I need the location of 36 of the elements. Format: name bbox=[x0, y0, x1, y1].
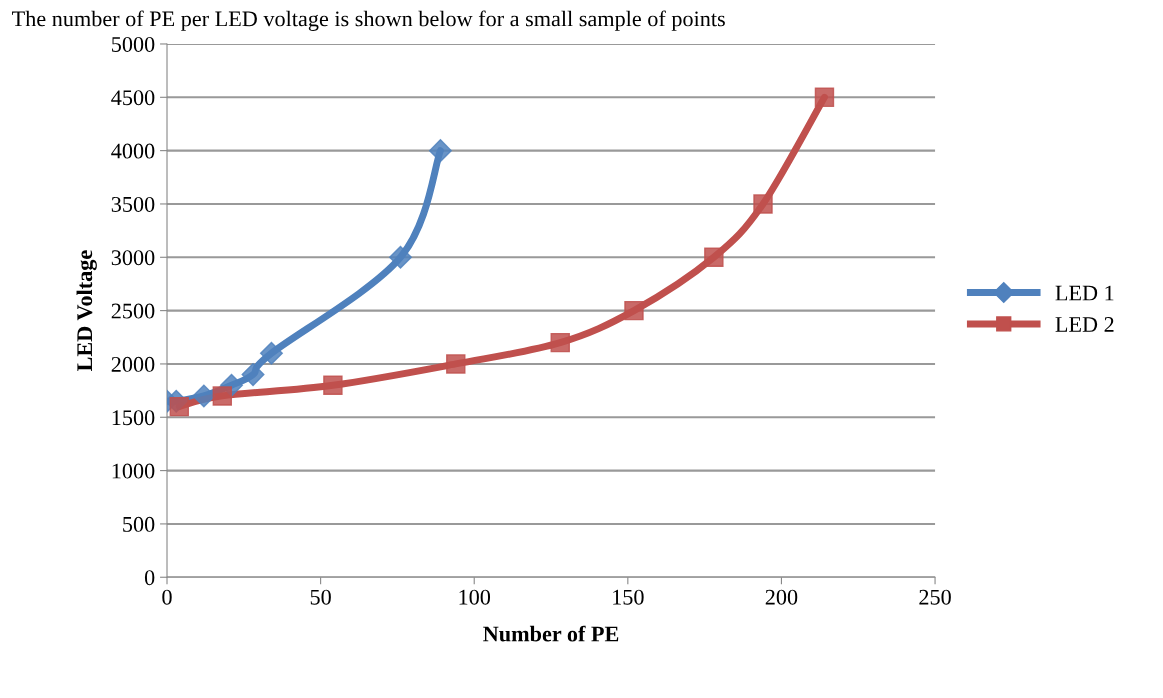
x-axis-title: Number of PE bbox=[483, 625, 619, 642]
y-tick-label: 0 bbox=[144, 570, 155, 586]
y-tick-label: 5000 bbox=[112, 36, 155, 52]
y-tick-label: 1000 bbox=[112, 463, 155, 479]
y-tick-label: 2000 bbox=[111, 356, 155, 372]
x-tick-label: 250 bbox=[919, 589, 951, 605]
y-tick-label: 3500 bbox=[111, 196, 155, 212]
point bbox=[192, 384, 216, 408]
x-tick-label: 150 bbox=[613, 589, 644, 605]
point bbox=[550, 332, 570, 353]
legend-label: LED 1 bbox=[1055, 285, 1114, 301]
point bbox=[624, 300, 644, 321]
point bbox=[428, 139, 452, 163]
y-tick-label: 1500 bbox=[112, 410, 155, 426]
x-tick-label: 50 bbox=[310, 589, 331, 605]
point bbox=[241, 363, 265, 387]
y-axis-title: LED Voltage bbox=[76, 250, 97, 372]
x-tick-label: 0 bbox=[162, 589, 172, 605]
y-tick-label: 500 bbox=[123, 516, 155, 532]
y-tick-label: 4000 bbox=[111, 143, 155, 159]
legend-label: LED 2 bbox=[1055, 317, 1114, 332]
point bbox=[814, 87, 835, 108]
x-tick-label: 200 bbox=[765, 589, 798, 605]
y-tick-label: 4500 bbox=[111, 90, 155, 106]
chart-title: The number of PE per LED voltage is shown below for a small sample of points bbox=[12, 10, 725, 31]
y-tick-label: 2500 bbox=[111, 303, 155, 319]
point bbox=[753, 194, 773, 214]
point bbox=[169, 396, 190, 417]
x-tick-label: 100 bbox=[459, 589, 491, 605]
point bbox=[704, 247, 724, 268]
point bbox=[446, 354, 466, 374]
point bbox=[323, 375, 343, 395]
point bbox=[212, 386, 233, 406]
y-tick-label: 3000 bbox=[111, 250, 155, 266]
point bbox=[259, 341, 283, 365]
point bbox=[388, 245, 412, 269]
